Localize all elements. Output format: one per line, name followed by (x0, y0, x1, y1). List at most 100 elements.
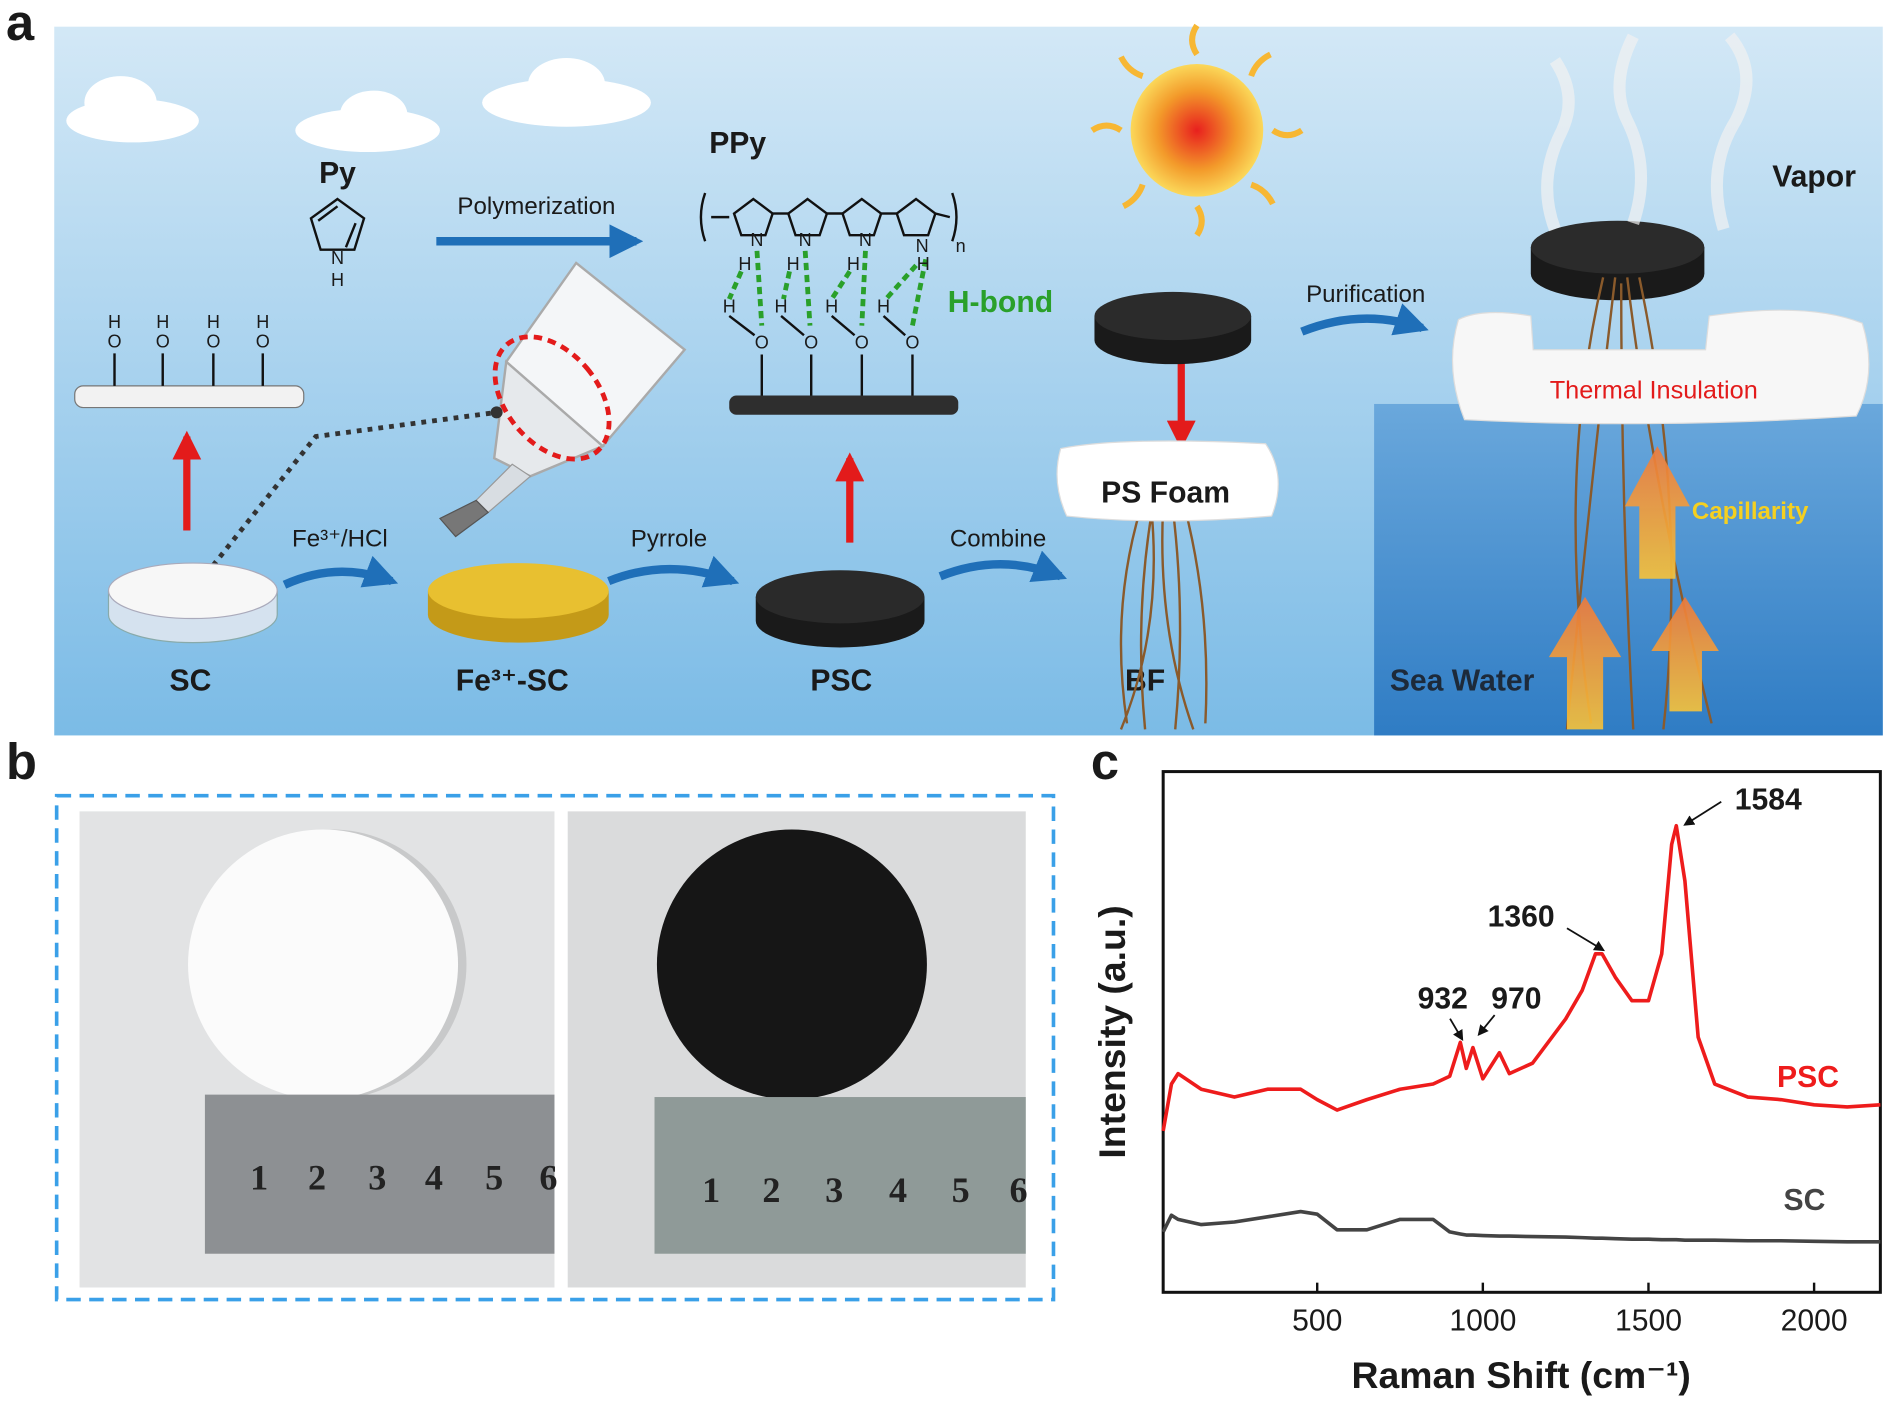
label-sc: SC (170, 664, 212, 697)
shape (1541, 57, 1575, 232)
atom: O (855, 332, 869, 352)
o-bonds (728, 315, 914, 396)
ppy-atoms: N N N N H H H H H H H H O O O O (723, 230, 930, 352)
shape (282, 555, 399, 589)
atom: H (847, 254, 860, 274)
annotation: 1360 (1488, 901, 1555, 934)
shape (727, 270, 744, 301)
annotation-arrow (1477, 1014, 1496, 1037)
shape (1130, 64, 1264, 197)
y-axis-label: Intensity (a.u.) (1091, 905, 1133, 1158)
series-label: SC (1783, 1184, 1825, 1217)
psc-substrate (729, 395, 959, 415)
shape (802, 250, 813, 326)
dashed-frame (54, 793, 1056, 1302)
label-ps-foam: PS Foam (1101, 476, 1230, 509)
atom: N (799, 230, 812, 250)
label-polymerization: Polymerization (457, 193, 615, 220)
atom: H (787, 254, 800, 274)
shape (1613, 33, 1648, 226)
shape (841, 197, 883, 237)
atom: H (207, 312, 220, 332)
annotation: 1584 (1735, 784, 1802, 817)
label-fe-sc: Fe³⁺-SC (456, 664, 569, 697)
process-arrows (282, 303, 1429, 589)
annotation-arrow (1449, 1018, 1464, 1042)
shape (492, 334, 612, 462)
shape (728, 315, 907, 337)
panel-c: c Raman Shift (cm⁻¹) Intensity (a.u.) 50… (1091, 733, 1882, 1396)
shape (84, 76, 157, 130)
atom: H (108, 312, 121, 332)
shape (339, 90, 408, 139)
atom: N (750, 230, 763, 250)
label-bf: BF (1125, 664, 1165, 697)
shape (935, 212, 951, 219)
ruler-label: 6 (1009, 1170, 1027, 1210)
shape (1119, 482, 1208, 730)
ruler-label: 1 (250, 1158, 268, 1198)
label-fe-hcl: Fe³⁺/HCl (292, 526, 388, 553)
discs (107, 220, 1705, 648)
ruler (204, 1094, 555, 1254)
shape (107, 562, 278, 620)
annotation: 970 (1491, 983, 1541, 1016)
ruler-label: 4 (889, 1170, 907, 1210)
shape (438, 499, 490, 538)
shape (732, 197, 775, 237)
shape (884, 263, 918, 301)
series-label: PSC (1777, 1061, 1839, 1094)
shape (1548, 596, 1622, 730)
sample-labels: SC Fe³⁺-SC PSC BF (170, 664, 1166, 697)
x-tick-label: 1000 (1449, 1304, 1516, 1337)
shape (1530, 220, 1705, 274)
ruler-label: 6 (539, 1158, 557, 1198)
shape (781, 270, 792, 300)
shape (895, 197, 937, 237)
ruler-label: 5 (952, 1170, 970, 1210)
line-series (1161, 823, 1881, 1132)
ruler-label: 5 (485, 1158, 503, 1198)
atom: O (206, 331, 220, 351)
annotation-arrow (1683, 800, 1722, 826)
atom: H (738, 254, 751, 274)
shape (1090, 23, 1304, 237)
shape (754, 250, 765, 326)
atom: H (917, 254, 930, 274)
ruler (654, 1097, 1026, 1254)
ruler-label: 2 (308, 1158, 326, 1198)
filter-funnel (438, 261, 687, 538)
label-combine: Combine (950, 526, 1046, 553)
shape (1094, 291, 1252, 341)
annotation-arrow (1566, 927, 1605, 952)
thermal-foam (1451, 309, 1870, 425)
atom: H (723, 296, 736, 316)
shape (760, 354, 914, 396)
h-bonds (727, 250, 929, 327)
panel-label: a (6, 0, 35, 51)
label-ppy: PPy (709, 127, 766, 160)
sea-water (1374, 403, 1883, 736)
atom: O (156, 331, 170, 351)
shape (607, 555, 740, 588)
atom: N (331, 248, 344, 268)
shape (1710, 32, 1753, 231)
label-n: n (956, 236, 966, 256)
annotation: 932 (1418, 983, 1468, 1016)
ruler-label: 3 (825, 1170, 843, 1210)
panel-label: c (1091, 733, 1119, 790)
shape (859, 250, 868, 326)
panel-label: b (6, 733, 37, 790)
x-tick-label: 500 (1292, 1304, 1342, 1337)
shape (786, 197, 829, 237)
label-thermal-insulation: Thermal Insulation (1550, 377, 1758, 405)
label-pyrrole: Pyrrole (631, 526, 707, 553)
shape (755, 570, 925, 624)
label-py: Py (319, 157, 356, 190)
atom: H (825, 296, 838, 316)
dotted-connector (190, 410, 497, 593)
x-tick-label: 1500 (1615, 1304, 1682, 1337)
